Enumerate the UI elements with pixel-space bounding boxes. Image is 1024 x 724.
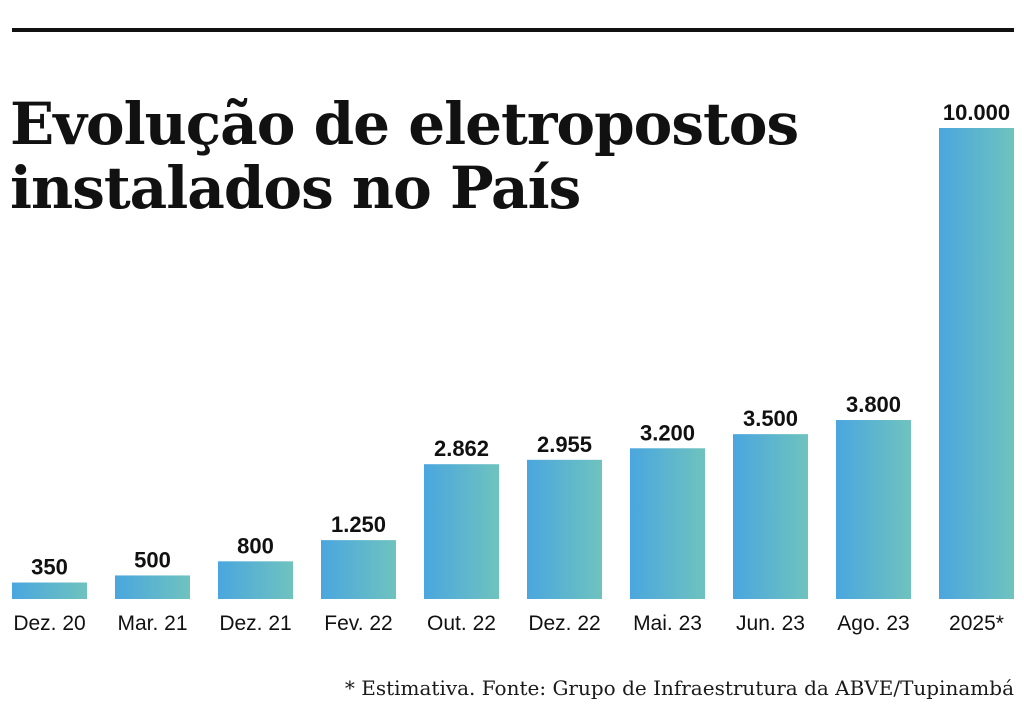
bar: [424, 464, 499, 599]
footnote: * Estimativa. Fonte: Grupo de Infraestru…: [344, 676, 1014, 700]
x-tick-label: Dez. 20: [13, 612, 85, 635]
bar-value-label: 1.250: [331, 512, 386, 537]
chart-title-line-2: instalados no País: [10, 154, 581, 222]
bar-value-label: 2.955: [537, 432, 592, 457]
top-rule: [12, 28, 1014, 32]
bar: [939, 128, 1014, 599]
x-tick-label: Out. 22: [427, 612, 496, 635]
bar: [630, 448, 705, 599]
bar-value-label: 500: [134, 547, 171, 572]
bar-value-label: 2.862: [434, 436, 489, 461]
x-tick-label: Fev. 22: [324, 612, 392, 635]
bar: [115, 575, 190, 599]
bar-value-label: 800: [237, 533, 274, 558]
x-tick-label: Jun. 23: [736, 612, 805, 635]
bar-value-label: 3.500: [743, 406, 798, 431]
x-tick-label: Ago. 23: [837, 612, 909, 635]
bar-value-label: 3.200: [640, 420, 695, 445]
bar: [12, 582, 87, 599]
bar-value-label: 3.800: [846, 392, 901, 417]
bar: [733, 434, 808, 599]
bar: [527, 459, 602, 599]
bar: [321, 540, 396, 599]
bar-value-label: 10.000: [943, 100, 1010, 125]
x-tick-label: 2025*: [949, 612, 1004, 635]
bar: [836, 420, 911, 599]
bars-layer: 350 Dez. 20 500 Mar. 21 800 Dez. 21 1.250 Fev. …: [12, 100, 1014, 635]
bar-value-label: 350: [31, 555, 68, 580]
chart-title: Evolução de eletropostos instalados no P…: [10, 92, 810, 220]
bar: [218, 561, 293, 599]
x-tick-label: Dez. 21: [219, 612, 291, 635]
chart-title-line-1: Evolução de eletropostos: [10, 90, 799, 158]
x-tick-label: Mar. 21: [117, 612, 187, 635]
x-tick-label: Mai. 23: [633, 612, 702, 635]
x-tick-label: Dez. 22: [528, 612, 600, 635]
